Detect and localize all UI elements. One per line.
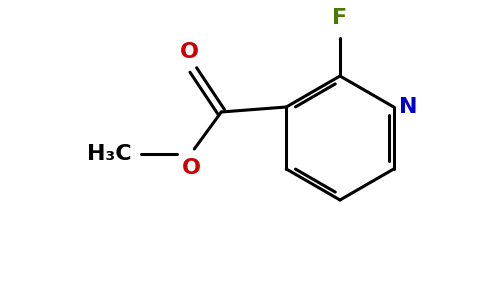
Text: H₃C: H₃C	[87, 144, 131, 164]
Text: O: O	[180, 42, 199, 62]
Text: F: F	[333, 8, 348, 28]
Text: N: N	[399, 97, 417, 117]
Text: O: O	[182, 158, 201, 178]
